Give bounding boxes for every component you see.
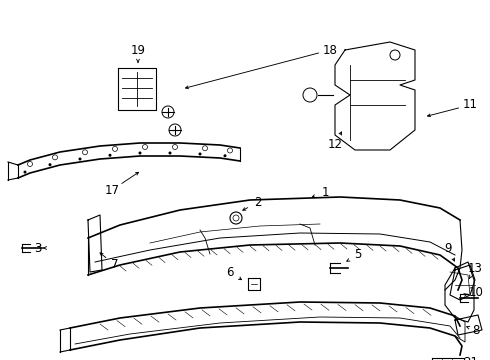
Text: 1: 1: [321, 185, 329, 198]
Circle shape: [169, 152, 171, 154]
Circle shape: [78, 158, 81, 161]
Text: 19: 19: [130, 44, 146, 57]
Text: 2: 2: [254, 195, 262, 208]
Circle shape: [139, 152, 142, 154]
Text: 21: 21: [464, 356, 479, 360]
Text: 17: 17: [104, 184, 120, 197]
Text: 6: 6: [226, 266, 234, 279]
Text: 18: 18: [322, 44, 338, 57]
Circle shape: [198, 153, 201, 156]
Text: 9: 9: [444, 242, 452, 255]
Text: 11: 11: [463, 99, 477, 112]
Text: 5: 5: [354, 248, 362, 261]
Circle shape: [49, 163, 51, 166]
Text: 10: 10: [468, 285, 484, 298]
Text: 12: 12: [327, 139, 343, 152]
Circle shape: [24, 171, 26, 174]
Circle shape: [108, 154, 112, 157]
Text: 3: 3: [34, 242, 42, 255]
Text: 13: 13: [467, 261, 483, 274]
Text: 8: 8: [472, 324, 480, 337]
Circle shape: [223, 154, 226, 157]
Text: 7: 7: [111, 258, 119, 271]
